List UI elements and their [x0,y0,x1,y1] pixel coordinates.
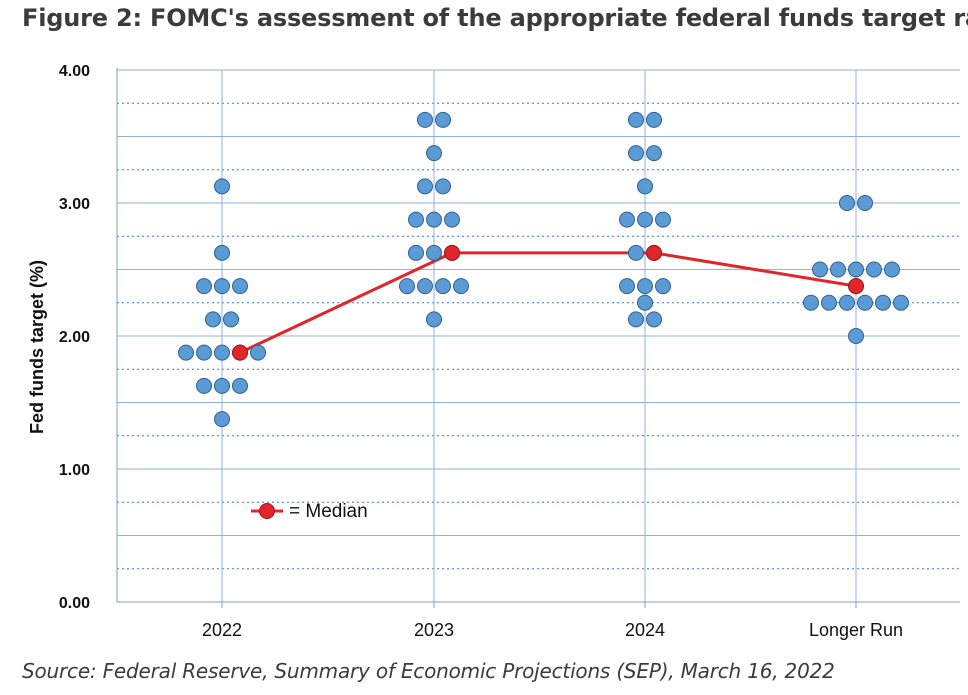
median-dot [646,244,662,261]
participant-dot [839,294,855,311]
participant-dot [205,311,221,328]
participant-dot [435,178,451,195]
x-tick-label: 2022 [202,620,242,640]
participant-dot [848,261,864,278]
y-axis-label: Fed funds target (%) [27,260,47,434]
x-tick-label: Longer Run [809,620,903,640]
participant-dot [839,195,855,211]
tick-labels: 0.00 1.00 2.00 3.00 4.00 2022 2023 2024 Longer R… [59,63,903,640]
participant-dot [812,261,828,278]
participant-dot [646,111,662,128]
participant-dot [214,411,230,428]
participant-dot [214,278,230,295]
axes [116,68,960,608]
participant-dot [408,211,424,228]
median-line [239,251,857,354]
participant-dot [426,244,442,261]
participant-dot [821,294,837,311]
median-dot [444,244,460,261]
participant-dot [408,244,424,261]
participant-dot [426,311,442,328]
participant-dot [417,178,433,195]
participant-dot [250,344,266,361]
participant-dot [875,294,891,311]
participant-dot [857,195,873,211]
participant-dot [196,278,212,295]
median-dot [848,278,864,295]
y-tick-label: 2.00 [59,329,90,346]
participant-dot [884,261,900,278]
participant-dot [178,344,194,361]
participant-dot [857,294,873,311]
x-tick-label: 2024 [625,620,665,640]
grid [117,69,960,603]
median-polyline [239,251,857,354]
participant-dot [866,261,882,278]
participant-dot [646,145,662,162]
participant-dot [214,244,230,261]
participant-dot [803,294,819,311]
participant-dot [399,278,415,295]
figure-title: Figure 2: FOMC's assessment of the appro… [22,4,968,32]
participant-dot [619,211,635,228]
participant-dot [637,211,653,228]
participant-dot [232,377,248,394]
participant-dot [619,278,635,295]
participant-dot [214,178,230,195]
participant-dot [214,344,230,361]
participant-dot [637,294,653,311]
participant-dot [893,294,909,311]
participant-dot [444,211,460,228]
participant-dot [214,377,230,394]
participant-dot [435,278,451,295]
y-tick-label: 1.00 [59,462,90,479]
participant-dot [628,244,644,261]
participant-dot [426,211,442,228]
participant-dot [223,311,239,328]
median-dot [232,344,248,361]
participant-dot [232,278,248,295]
source-note: Source: Federal Reserve, Summary of Econ… [22,659,835,683]
legend-median-dot [259,503,275,519]
participant-dot [830,261,846,278]
participant-dot [637,278,653,295]
participant-dot [637,178,653,195]
participant-dot [417,278,433,295]
participant-dot [453,278,469,295]
median-dots [232,244,864,361]
participant-dot [417,111,433,128]
participant-dot [628,145,644,162]
participant-dot [196,344,212,361]
participant-dot [628,311,644,328]
participant-dot [435,111,451,128]
participant-dot [646,311,662,328]
participant-dot [655,211,671,228]
x-tick-label: 2023 [414,620,454,640]
participant-dot [655,278,671,295]
participant-dot [196,377,212,394]
y-tick-label: 4.00 [59,63,90,80]
legend-label: = Median [289,501,368,522]
participant-dot [628,111,644,128]
y-tick-label: 3.00 [59,196,90,213]
legend: = Median [251,501,368,522]
y-tick-label: 0.00 [59,595,90,612]
participant-dot [848,328,864,344]
participant-dot [426,145,442,162]
